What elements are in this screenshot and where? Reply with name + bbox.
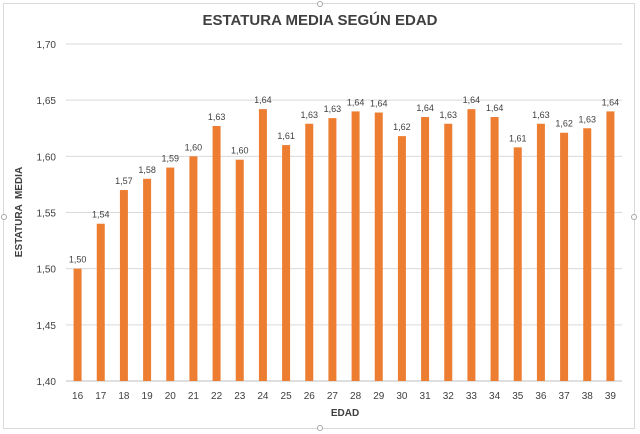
x-tick-label: 32 xyxy=(443,391,455,402)
x-tick-label: 22 xyxy=(211,391,223,402)
x-tick-label: 31 xyxy=(420,391,432,402)
x-tick-label: 27 xyxy=(327,391,339,402)
x-tick-label: 24 xyxy=(257,391,269,402)
bar-19[interactable] xyxy=(143,178,152,381)
bar-34[interactable] xyxy=(490,117,499,382)
bar-37[interactable] xyxy=(560,132,569,381)
bar-23[interactable] xyxy=(235,159,244,381)
x-axis: 16 17 18 19 20 21 22 23 24 25 26 27 28 29 30 31 32 33 34 35… xyxy=(72,391,616,402)
data-label: 1,64 xyxy=(347,97,365,107)
x-tick-label: 26 xyxy=(304,391,316,402)
bar-22[interactable] xyxy=(212,126,221,382)
x-tick-label: 37 xyxy=(559,391,571,402)
bar-39[interactable] xyxy=(606,111,615,382)
y-tick-label: 1,65 xyxy=(37,96,57,107)
gridlines xyxy=(66,43,622,382)
data-label: 1,50 xyxy=(69,255,87,265)
data-label: 1,60 xyxy=(185,142,203,152)
bar-35[interactable] xyxy=(513,147,522,381)
bar-32[interactable] xyxy=(444,123,453,382)
data-label: 1,64 xyxy=(370,99,388,109)
bar-28[interactable] xyxy=(351,111,360,382)
x-tick-label: 30 xyxy=(396,391,408,402)
data-label: 1,63 xyxy=(578,114,596,124)
x-tick-label: 20 xyxy=(165,391,177,402)
data-label: 1,60 xyxy=(231,146,249,156)
data-label: 1,64 xyxy=(254,95,272,105)
y-tick-label: 1,70 xyxy=(37,40,57,51)
data-label: 1,64 xyxy=(463,95,481,105)
bar-26[interactable] xyxy=(305,123,314,382)
data-labels: 1,50 1,54 1,57 1,58 1,59 1,60 1,63 1,60 1,64 1,61… xyxy=(69,95,619,265)
y-tick-label: 1,55 xyxy=(37,209,57,220)
bar-17[interactable] xyxy=(96,223,105,381)
resize-handle-left[interactable] xyxy=(1,214,7,220)
bar-36[interactable] xyxy=(536,123,545,382)
x-tick-label: 39 xyxy=(605,391,617,402)
bar-27[interactable] xyxy=(328,118,337,381)
bar-18[interactable] xyxy=(119,190,128,381)
x-tick-label: 21 xyxy=(188,391,200,402)
data-label: 1,64 xyxy=(416,103,434,113)
x-tick-label: 34 xyxy=(489,391,501,402)
y-tick-label: 1,45 xyxy=(37,321,57,332)
x-tick-label: 38 xyxy=(582,391,594,402)
y-tick-label: 1,60 xyxy=(37,152,57,163)
bar-25[interactable] xyxy=(282,145,291,381)
data-label: 1,63 xyxy=(300,110,318,120)
x-tick-label: 19 xyxy=(142,391,154,402)
x-tick-label: 36 xyxy=(535,391,547,402)
y-tick-label: 1,50 xyxy=(37,265,57,276)
data-label: 1,63 xyxy=(208,112,226,122)
y-axis-title: ESTATURA MEDIA xyxy=(14,167,25,257)
data-label: 1,58 xyxy=(138,165,156,175)
data-label: 1,62 xyxy=(555,119,573,129)
bar-38[interactable] xyxy=(583,128,592,381)
chart-title: ESTATURA MEDIA SEGÚN EDAD xyxy=(202,11,437,29)
x-tick-label: 17 xyxy=(95,391,107,402)
x-tick-label: 29 xyxy=(373,391,385,402)
bar-21[interactable] xyxy=(189,156,198,381)
data-label: 1,64 xyxy=(486,103,504,113)
data-label: 1,62 xyxy=(393,122,411,132)
x-tick-label: 16 xyxy=(72,391,84,402)
x-tick-label: 18 xyxy=(118,391,130,402)
bar-30[interactable] xyxy=(397,136,406,381)
bar-29[interactable] xyxy=(374,112,383,382)
data-label: 1,64 xyxy=(602,97,620,107)
data-label: 1,63 xyxy=(324,104,342,114)
data-label: 1,59 xyxy=(161,154,179,164)
x-tick-label: 25 xyxy=(281,391,293,402)
y-axis: 1,40 1,45 1,50 1,55 1,60 1,65 1,70 xyxy=(37,40,57,388)
data-label: 1,57 xyxy=(115,176,133,186)
bar-24[interactable] xyxy=(258,109,267,382)
x-tick-label: 23 xyxy=(234,391,246,402)
bar-33[interactable] xyxy=(467,109,476,382)
data-label: 1,61 xyxy=(277,131,295,141)
data-label: 1,54 xyxy=(92,210,110,220)
x-tick-label: 28 xyxy=(350,391,362,402)
bar-20[interactable] xyxy=(166,167,175,381)
y-tick-label: 1,40 xyxy=(37,377,57,388)
resize-handle-bottom[interactable] xyxy=(317,425,323,431)
resize-handle-top[interactable] xyxy=(317,1,323,7)
data-label: 1,61 xyxy=(509,133,527,143)
x-axis-title: EDAD xyxy=(331,408,359,419)
x-tick-label: 35 xyxy=(512,391,524,402)
data-label: 1,63 xyxy=(439,110,457,120)
x-tick-label: 33 xyxy=(466,391,478,402)
data-label: 1,63 xyxy=(532,110,550,120)
bar-31[interactable] xyxy=(421,117,430,382)
bars xyxy=(73,109,615,382)
bar-16[interactable] xyxy=(73,268,82,381)
resize-handle-right[interactable] xyxy=(631,214,637,220)
